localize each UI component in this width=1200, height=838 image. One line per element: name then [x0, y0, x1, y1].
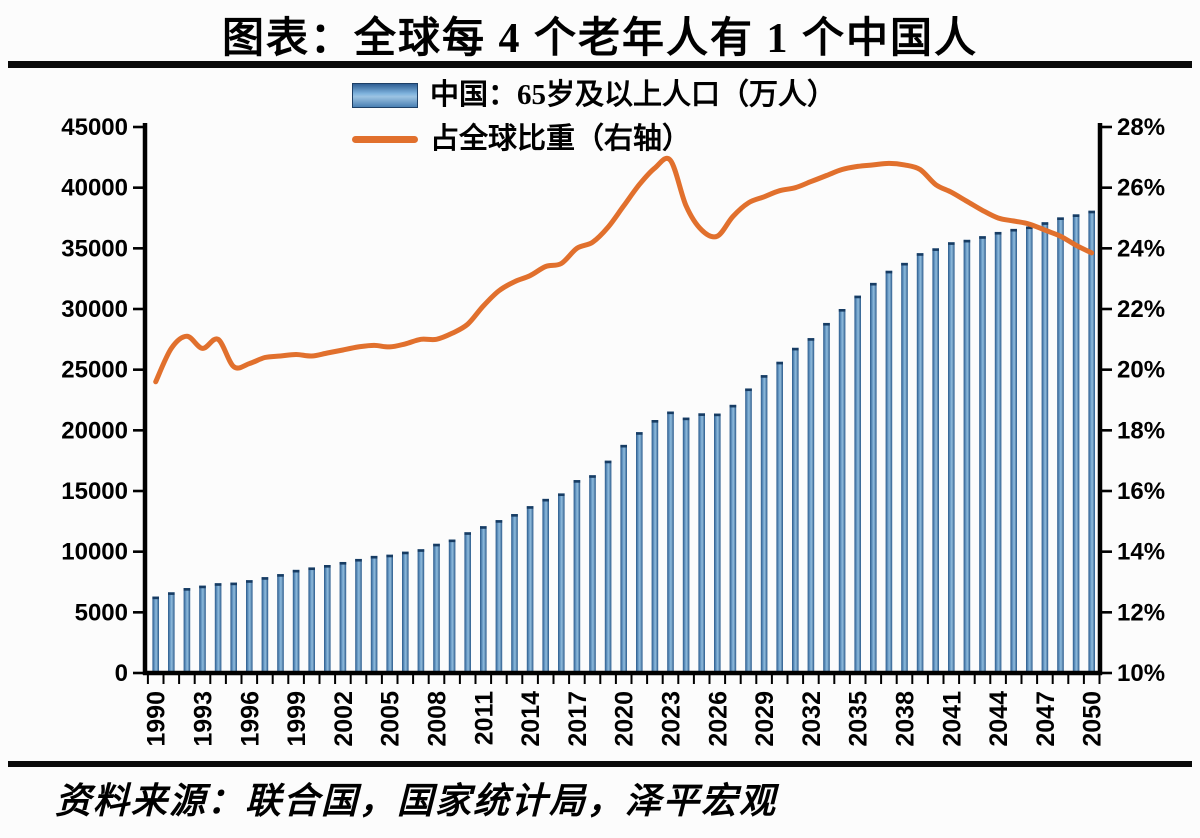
axes-layer: 0 5000 10000 15000 20000 25000 30000 35000 40000…	[61, 114, 1165, 747]
legend-item-line: 占全球比重（右轴）	[352, 122, 836, 157]
line-series-swatch	[352, 135, 418, 143]
bar-series-label: 中国：65岁及以上人口（万人）	[430, 79, 837, 111]
svg-text:2041: 2041	[938, 691, 966, 747]
svg-text:18%: 18%	[1117, 417, 1165, 444]
svg-text:22%: 22%	[1117, 296, 1165, 323]
svg-text:1999: 1999	[283, 691, 311, 747]
svg-text:14%: 14%	[1117, 539, 1165, 566]
bar-series-swatch	[352, 82, 418, 108]
svg-text:20000: 20000	[61, 417, 128, 444]
legend-item-bars: 中国：65岁及以上人口（万人）	[352, 78, 836, 113]
legend: 中国：65岁及以上人口（万人） 占全球比重（右轴）	[352, 78, 836, 157]
svg-text:2050: 2050	[1079, 691, 1107, 747]
svg-text:28%: 28%	[1117, 114, 1165, 141]
svg-text:24%: 24%	[1117, 235, 1165, 262]
svg-text:2026: 2026	[704, 691, 732, 747]
svg-text:15000: 15000	[61, 478, 128, 505]
svg-text:12%: 12%	[1117, 599, 1165, 626]
svg-text:1990: 1990	[143, 691, 171, 747]
svg-text:2029: 2029	[751, 691, 779, 747]
title-divider	[8, 61, 1192, 68]
line-layer	[153, 155, 1095, 385]
svg-text:2020: 2020	[611, 691, 639, 747]
svg-text:2011: 2011	[470, 691, 498, 745]
page-title: 图表：全球每 4 个老年人有 1 个中国人	[221, 16, 978, 62]
svg-text:2014: 2014	[517, 691, 545, 747]
svg-text:2032: 2032	[798, 691, 826, 747]
svg-text:5000: 5000	[75, 599, 128, 626]
line-series-label: 占全球比重（右轴）	[430, 122, 692, 155]
svg-text:30000: 30000	[61, 296, 128, 323]
svg-text:26%: 26%	[1117, 175, 1165, 202]
svg-text:2038: 2038	[892, 691, 920, 747]
svg-text:2035: 2035	[845, 691, 873, 747]
svg-text:25000: 25000	[61, 357, 128, 384]
svg-text:35000: 35000	[61, 235, 128, 262]
svg-text:40000: 40000	[61, 175, 128, 202]
svg-text:2023: 2023	[658, 691, 686, 747]
svg-text:2017: 2017	[564, 691, 592, 747]
svg-text:2047: 2047	[1032, 691, 1060, 747]
svg-text:10000: 10000	[61, 539, 128, 566]
source-note: 资料来源：联合国，国家统计局，泽平宏观	[55, 781, 778, 821]
svg-text:1993: 1993	[190, 691, 218, 747]
svg-text:0: 0	[115, 660, 128, 687]
svg-text:1996: 1996	[236, 691, 264, 747]
svg-text:2008: 2008	[424, 691, 452, 747]
svg-text:10%: 10%	[1117, 660, 1165, 687]
bars-layer	[152, 210, 1095, 674]
svg-text:2044: 2044	[985, 691, 1013, 747]
svg-text:16%: 16%	[1117, 478, 1165, 505]
footer-divider	[8, 761, 1192, 767]
svg-text:20%: 20%	[1117, 357, 1165, 384]
svg-text:45000: 45000	[61, 114, 128, 141]
svg-text:2002: 2002	[330, 691, 358, 747]
svg-text:2005: 2005	[377, 691, 405, 747]
